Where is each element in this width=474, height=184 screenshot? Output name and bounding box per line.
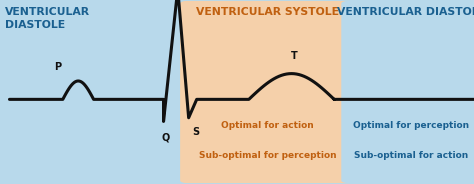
Text: Sub-optimal for action: Sub-optimal for action [354, 151, 468, 160]
FancyBboxPatch shape [180, 1, 356, 183]
Text: P: P [55, 62, 62, 72]
Text: Optimal for perception: Optimal for perception [353, 121, 469, 130]
Text: VENTRICULAR
DIASTOLE: VENTRICULAR DIASTOLE [5, 7, 90, 30]
Text: Q: Q [162, 132, 170, 142]
FancyBboxPatch shape [341, 1, 474, 183]
Text: VENTRICULAR DIASTOLE: VENTRICULAR DIASTOLE [337, 7, 474, 17]
Text: Optimal for action: Optimal for action [221, 121, 314, 130]
Text: S: S [192, 127, 200, 137]
Text: T: T [291, 51, 297, 61]
Text: Sub-optimal for perception: Sub-optimal for perception [199, 151, 337, 160]
Text: VENTRICULAR SYSTOLE: VENTRICULAR SYSTOLE [196, 7, 339, 17]
